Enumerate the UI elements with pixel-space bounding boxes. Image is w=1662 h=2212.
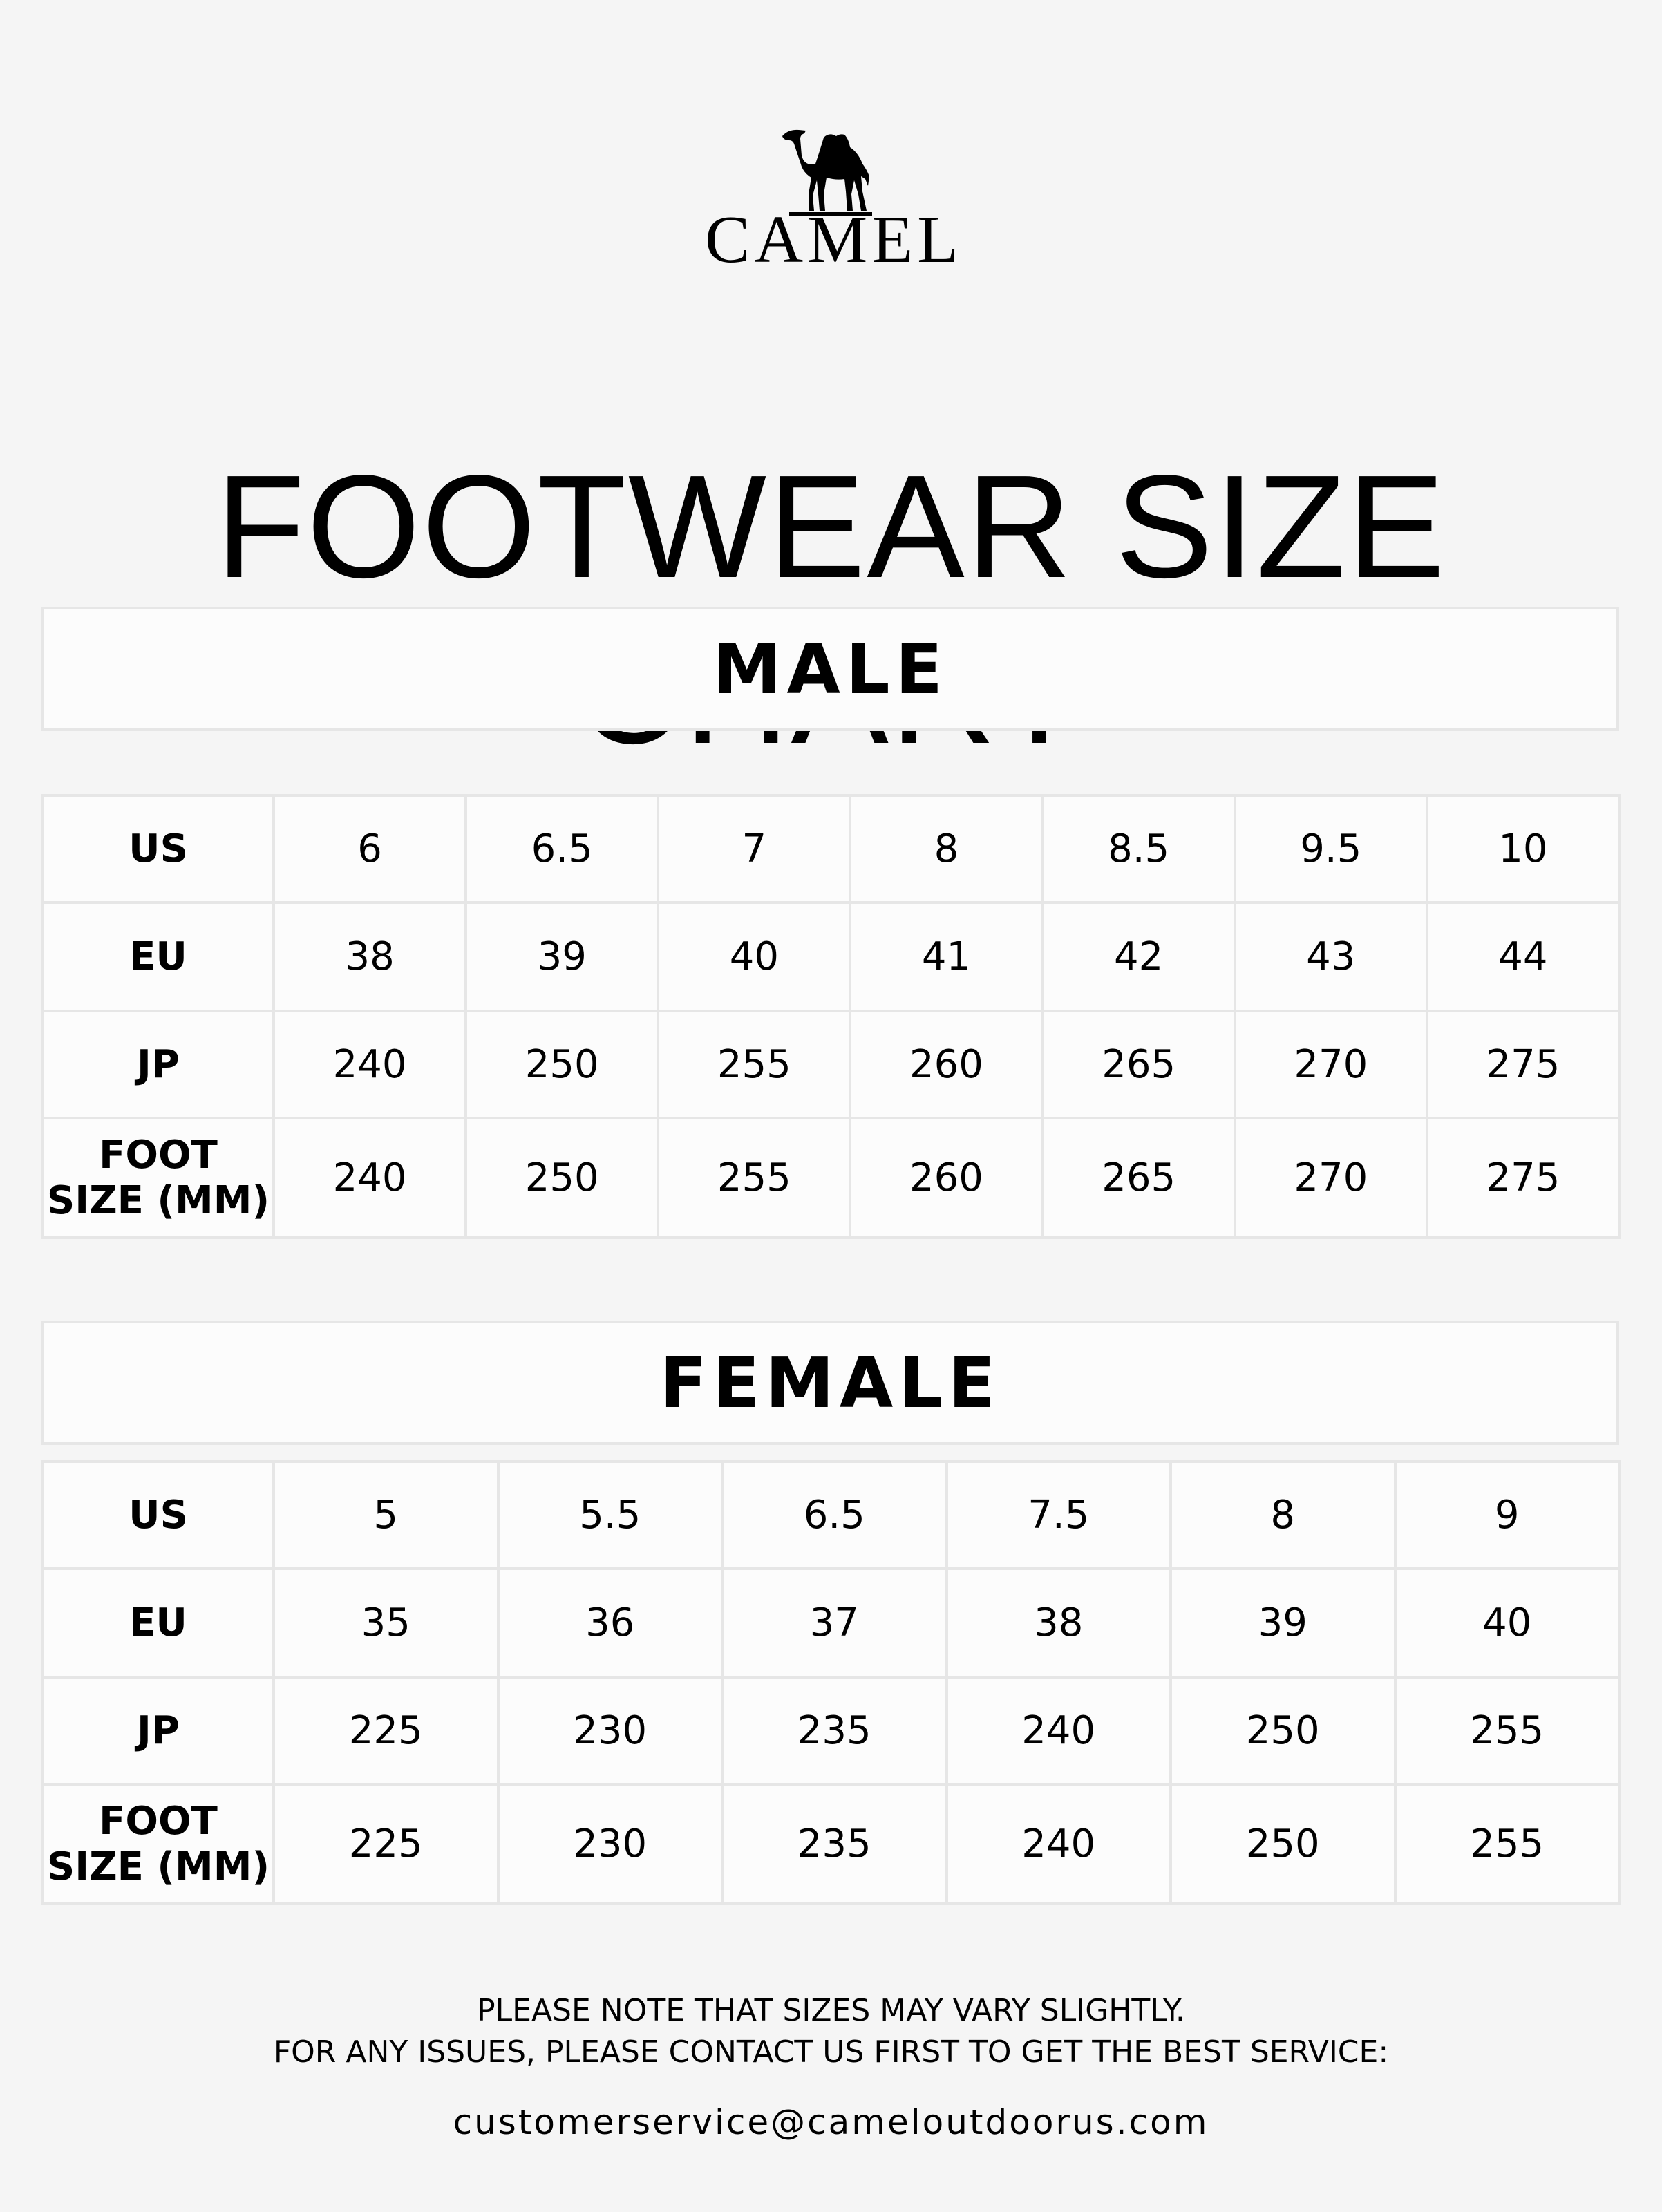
size-cell: 35	[272, 1567, 500, 1679]
size-cell: 9	[1393, 1460, 1621, 1570]
size-cell: 225	[272, 1676, 500, 1786]
size-cell: 240	[272, 1010, 468, 1119]
size-cell: 8	[849, 794, 1044, 904]
size-cell: 260	[849, 1117, 1044, 1239]
size-cell: 38	[945, 1567, 1172, 1679]
size-cell: 275	[1425, 1117, 1621, 1239]
size-row: FOOT SIZE (MM) 225 230 235 240 250 255	[41, 1783, 1621, 1905]
size-cell: 230	[496, 1783, 724, 1905]
size-cell: 37	[721, 1567, 948, 1679]
size-cell: 275	[1425, 1010, 1621, 1119]
size-cell: 250	[1169, 1676, 1397, 1786]
size-cell: 40	[657, 901, 852, 1012]
size-cell: 5	[272, 1460, 500, 1570]
size-row: EU 35 36 37 38 39 40	[41, 1567, 1621, 1679]
size-cell: 40	[1393, 1567, 1621, 1679]
size-cell: 5.5	[496, 1460, 724, 1570]
size-cell: 240	[272, 1117, 468, 1239]
size-cell: 39	[1169, 1567, 1397, 1679]
row-label: EU	[41, 1567, 275, 1679]
size-row: US 6 6.5 7 8 8.5 9.5 10	[41, 794, 1621, 904]
size-cell: 43	[1233, 901, 1428, 1012]
size-cell: 36	[496, 1567, 724, 1679]
size-cell: 260	[849, 1010, 1044, 1119]
brand-logo: CAMEL	[705, 128, 963, 280]
camel-icon	[782, 129, 872, 216]
footer-note-line-2: FOR ANY ISSUES, PLEASE CONTACT US FIRST …	[273, 2034, 1389, 2070]
size-cell: 10	[1425, 794, 1621, 904]
row-label: FOOT SIZE (MM)	[41, 1117, 275, 1239]
size-row: EU 38 39 40 41 42 43 44	[41, 901, 1621, 1012]
size-cell: 6.5	[464, 794, 660, 904]
size-cell: 38	[272, 901, 468, 1012]
size-cell: 255	[657, 1117, 852, 1239]
size-cell: 235	[721, 1783, 948, 1905]
row-label: JP	[41, 1010, 275, 1119]
size-cell: 230	[496, 1676, 724, 1786]
size-cell: 7	[657, 794, 852, 904]
size-row: JP 240 250 255 260 265 270 275	[41, 1010, 1621, 1119]
size-cell: 9.5	[1233, 794, 1428, 904]
size-row: JP 225 230 235 240 250 255	[41, 1676, 1621, 1786]
size-cell: 250	[464, 1010, 660, 1119]
size-cell: 255	[657, 1010, 852, 1119]
size-cell: 6.5	[721, 1460, 948, 1570]
row-label: EU	[41, 901, 275, 1012]
size-cell: 250	[464, 1117, 660, 1239]
brand-wordmark: CAMEL	[705, 202, 963, 277]
size-cell: 270	[1233, 1010, 1428, 1119]
size-cell: 270	[1233, 1117, 1428, 1239]
size-row: US 5 5.5 6.5 7.5 8 9	[41, 1460, 1621, 1570]
size-cell: 8	[1169, 1460, 1397, 1570]
size-cell: 255	[1393, 1676, 1621, 1786]
size-row: FOOT SIZE (MM) 240 250 255 260 265 270 275	[41, 1117, 1621, 1239]
row-label: US	[41, 1460, 275, 1570]
size-cell: 240	[945, 1783, 1172, 1905]
size-cell: 235	[721, 1676, 948, 1786]
size-cell: 225	[272, 1783, 500, 1905]
size-cell: 240	[945, 1676, 1172, 1786]
size-cell: 44	[1425, 901, 1621, 1012]
row-label: US	[41, 794, 275, 904]
row-label: FOOT SIZE (MM)	[41, 1783, 275, 1905]
size-cell: 6	[272, 794, 468, 904]
size-cell: 7.5	[945, 1460, 1172, 1570]
size-cell: 39	[464, 901, 660, 1012]
size-cell: 250	[1169, 1783, 1397, 1905]
size-cell: 265	[1041, 1117, 1236, 1239]
male-heading: MALE	[41, 607, 1619, 731]
contact-email[interactable]: customerservice@cameloutdoorus.com	[453, 2102, 1209, 2142]
row-label: JP	[41, 1676, 275, 1786]
size-cell: 8.5	[1041, 794, 1236, 904]
male-size-table: US 6 6.5 7 8 8.5 9.5 10 EU 38 39 40 41 42 43 44 JP 240 250…	[41, 794, 1621, 1239]
size-cell: 265	[1041, 1010, 1236, 1119]
size-cell: 42	[1041, 901, 1236, 1012]
footer-note: PLEASE NOTE THAT SIZES MAY VARY SLIGHTLY…	[0, 1990, 1662, 2073]
female-heading: FEMALE	[41, 1321, 1619, 1445]
footer-note-line-1: PLEASE NOTE THAT SIZES MAY VARY SLIGHTLY…	[477, 1993, 1185, 2028]
size-cell: 255	[1393, 1783, 1621, 1905]
female-size-table: US 5 5.5 6.5 7.5 8 9 EU 35 36 37 38 39 40 JP 225 230 235 2…	[41, 1460, 1621, 1905]
size-cell: 41	[849, 901, 1044, 1012]
